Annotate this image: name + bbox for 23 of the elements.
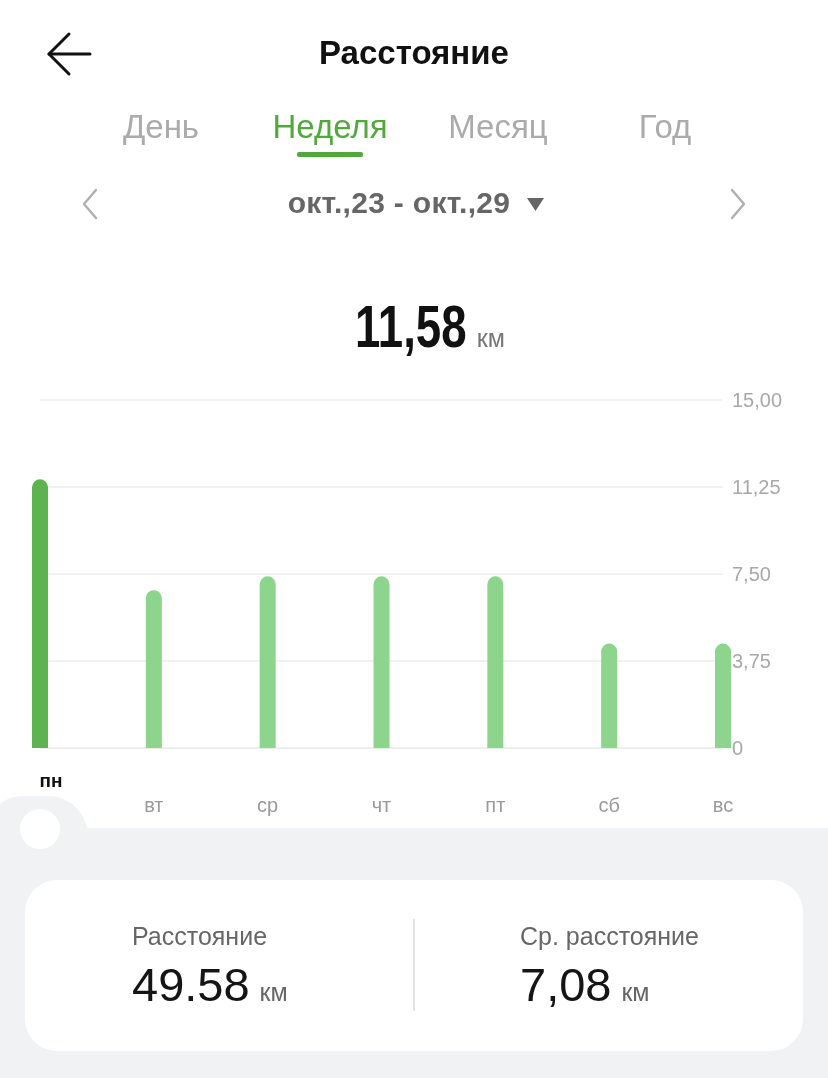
text: Расстояние — [132, 921, 268, 952]
chart-title: Расстояние — [318, 33, 510, 73]
y-tick-label: 11,25 — [732, 476, 781, 498]
y-tick-label: 7,50 — [732, 563, 771, 585]
x-tick-label: чт — [371, 793, 392, 816]
text: Ср. расстояние — [520, 921, 699, 952]
x-tick-label: вт — [144, 793, 164, 816]
text: Месяц — [447, 107, 549, 147]
x-tick-label: ср — [257, 793, 279, 816]
text: День — [121, 107, 201, 147]
text: 49.58 км — [132, 958, 288, 1011]
text: 7,08 км — [520, 958, 650, 1011]
x-tick-label: пт — [485, 793, 506, 816]
y-tick-label: 3,75 — [732, 650, 771, 672]
x-tick-label: сб — [598, 793, 620, 816]
y-tick-label: 15,00 — [732, 389, 783, 411]
text: 11,58 км — [355, 292, 505, 362]
x-tick-label: вс — [712, 793, 734, 816]
x-tick-label: пн — [39, 769, 63, 791]
text: Год — [637, 107, 693, 147]
text: Неделя — [271, 107, 389, 147]
y-tick-label: 0 — [732, 737, 744, 759]
chart-subtitle: окт.,23 - окт.,29 — [286, 186, 512, 220]
